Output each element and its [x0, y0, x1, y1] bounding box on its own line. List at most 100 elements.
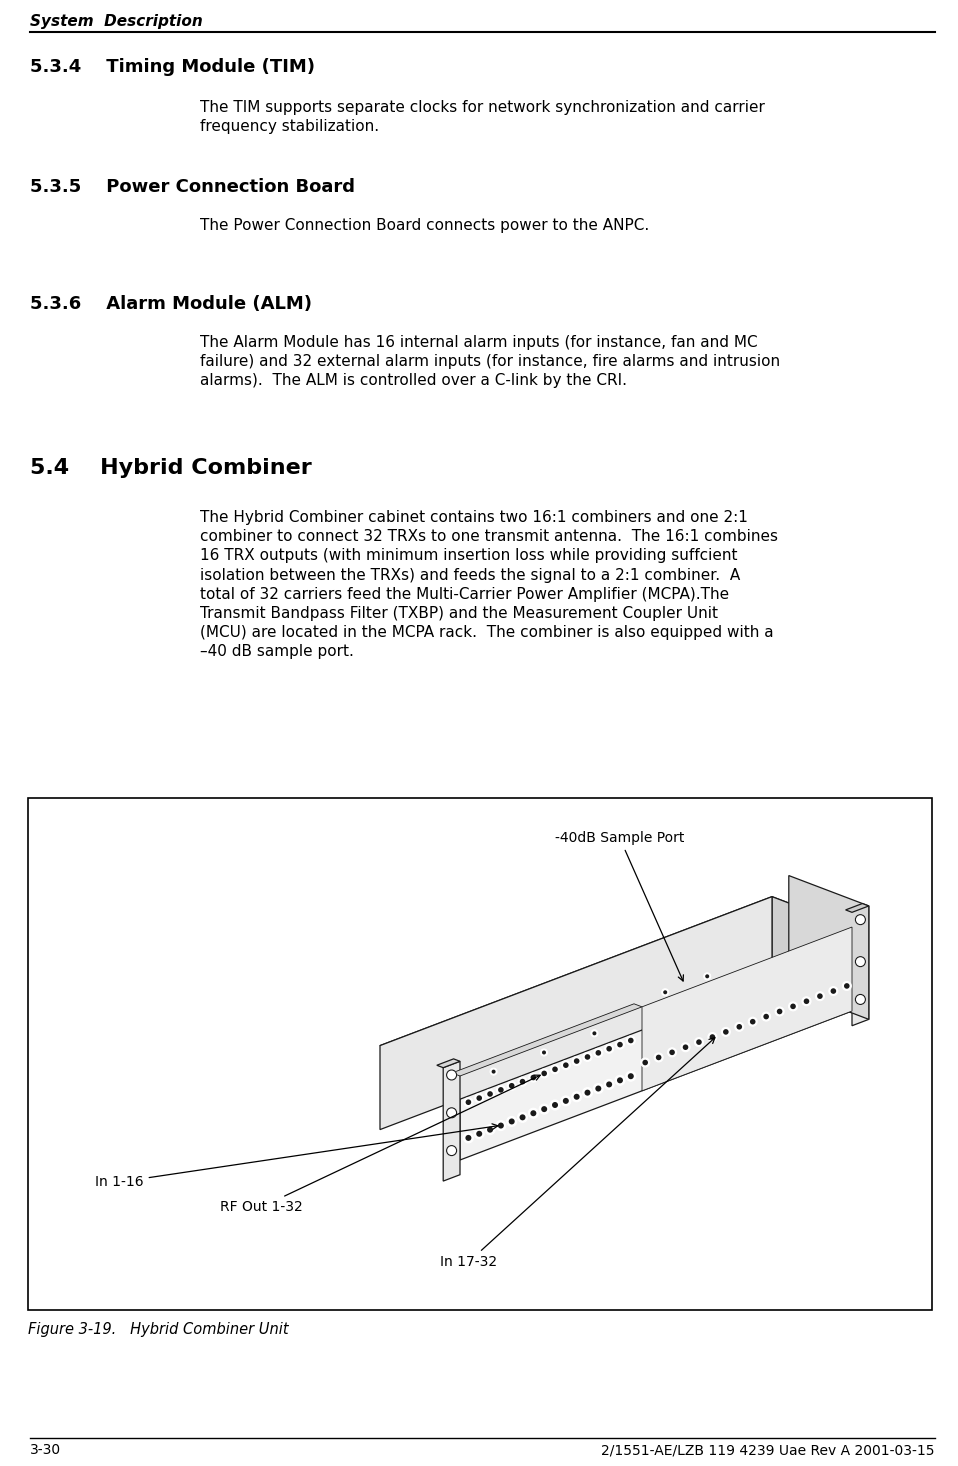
Polygon shape: [642, 927, 852, 1091]
Circle shape: [844, 984, 850, 988]
Circle shape: [485, 1124, 495, 1135]
Circle shape: [474, 1129, 484, 1139]
Circle shape: [574, 1094, 580, 1100]
Circle shape: [466, 1100, 471, 1105]
Circle shape: [466, 1135, 471, 1141]
Circle shape: [683, 1044, 688, 1050]
Circle shape: [563, 1098, 569, 1104]
Text: -40dB Sample Port: -40dB Sample Port: [555, 831, 684, 981]
Circle shape: [541, 1107, 547, 1113]
Circle shape: [591, 1029, 598, 1036]
Circle shape: [560, 1097, 571, 1105]
Circle shape: [539, 1104, 549, 1114]
Text: In 17-32: In 17-32: [440, 1038, 715, 1270]
Circle shape: [627, 1073, 634, 1079]
Polygon shape: [444, 1061, 460, 1182]
Polygon shape: [452, 1004, 642, 1076]
Circle shape: [561, 1061, 570, 1070]
Circle shape: [654, 1053, 663, 1061]
Circle shape: [529, 1073, 537, 1082]
Circle shape: [695, 1038, 703, 1047]
Circle shape: [529, 1108, 538, 1119]
Circle shape: [583, 1053, 592, 1061]
Polygon shape: [380, 897, 772, 1130]
Circle shape: [540, 1050, 548, 1056]
Circle shape: [817, 994, 823, 998]
Circle shape: [551, 1064, 559, 1073]
Circle shape: [855, 957, 865, 966]
Circle shape: [842, 981, 852, 991]
Circle shape: [735, 1022, 743, 1031]
Circle shape: [788, 1001, 798, 1012]
Circle shape: [446, 1145, 457, 1155]
Circle shape: [604, 1079, 614, 1089]
Polygon shape: [788, 875, 869, 1019]
Circle shape: [705, 975, 709, 978]
Circle shape: [496, 1120, 506, 1130]
Circle shape: [641, 1058, 650, 1067]
Circle shape: [509, 1119, 514, 1124]
Text: The Power Connection Board connects power to the ANPC.: The Power Connection Board connects powe…: [200, 218, 650, 233]
Circle shape: [627, 1036, 635, 1045]
Circle shape: [604, 1044, 614, 1053]
Circle shape: [507, 1117, 516, 1126]
Text: 2/1551-AE/LZB 119 4239 Uae Rev A 2001-03-15: 2/1551-AE/LZB 119 4239 Uae Rev A 2001-03…: [602, 1443, 935, 1457]
Circle shape: [617, 1078, 623, 1083]
Circle shape: [764, 1014, 769, 1019]
Text: 5.3.5    Power Connection Board: 5.3.5 Power Connection Board: [30, 177, 355, 196]
Circle shape: [617, 1042, 623, 1047]
Circle shape: [668, 1048, 676, 1057]
Circle shape: [584, 1054, 590, 1060]
Polygon shape: [846, 903, 869, 912]
Circle shape: [855, 915, 865, 925]
Circle shape: [520, 1079, 525, 1085]
Circle shape: [490, 1069, 497, 1075]
Circle shape: [721, 1028, 730, 1036]
Circle shape: [507, 1082, 516, 1091]
Circle shape: [596, 1050, 601, 1056]
Text: 3-30: 3-30: [30, 1443, 61, 1457]
Text: The TIM supports separate clocks for network synchronization and carrier
frequen: The TIM supports separate clocks for net…: [200, 100, 764, 135]
Circle shape: [488, 1091, 492, 1097]
Circle shape: [606, 1082, 612, 1088]
Circle shape: [464, 1098, 473, 1107]
Circle shape: [592, 1031, 597, 1035]
Text: 5.3.4    Timing Module (TIM): 5.3.4 Timing Module (TIM): [30, 59, 315, 76]
Circle shape: [584, 1089, 590, 1095]
Text: System  Description: System Description: [30, 15, 203, 29]
Circle shape: [542, 1051, 546, 1054]
Circle shape: [476, 1095, 482, 1101]
Polygon shape: [772, 897, 852, 1012]
Circle shape: [476, 1130, 482, 1136]
Circle shape: [656, 1054, 661, 1060]
Circle shape: [498, 1088, 504, 1092]
Circle shape: [486, 1089, 494, 1098]
Bar: [28, 798, 932, 1311]
Circle shape: [594, 1048, 603, 1057]
Polygon shape: [460, 927, 852, 1160]
Circle shape: [531, 1110, 536, 1116]
Circle shape: [464, 1133, 473, 1143]
Circle shape: [723, 1029, 729, 1035]
Circle shape: [446, 1070, 457, 1080]
Circle shape: [552, 1066, 558, 1072]
Text: 5.4    Hybrid Combiner: 5.4 Hybrid Combiner: [30, 457, 311, 478]
Circle shape: [574, 1058, 580, 1064]
Circle shape: [831, 988, 836, 994]
Circle shape: [615, 1075, 625, 1085]
Text: Figure 3-19.   Hybrid Combiner Unit: Figure 3-19. Hybrid Combiner Unit: [28, 1322, 288, 1337]
Circle shape: [804, 998, 810, 1004]
Circle shape: [615, 1039, 625, 1050]
Circle shape: [475, 1094, 484, 1102]
Polygon shape: [437, 1058, 460, 1067]
Circle shape: [815, 991, 825, 1001]
Circle shape: [626, 1072, 636, 1082]
Circle shape: [748, 1017, 757, 1026]
Circle shape: [829, 987, 838, 995]
Circle shape: [572, 1092, 582, 1102]
Circle shape: [446, 1108, 457, 1117]
Circle shape: [750, 1019, 756, 1025]
Circle shape: [663, 990, 667, 994]
Circle shape: [606, 1045, 612, 1051]
Circle shape: [491, 1070, 495, 1073]
